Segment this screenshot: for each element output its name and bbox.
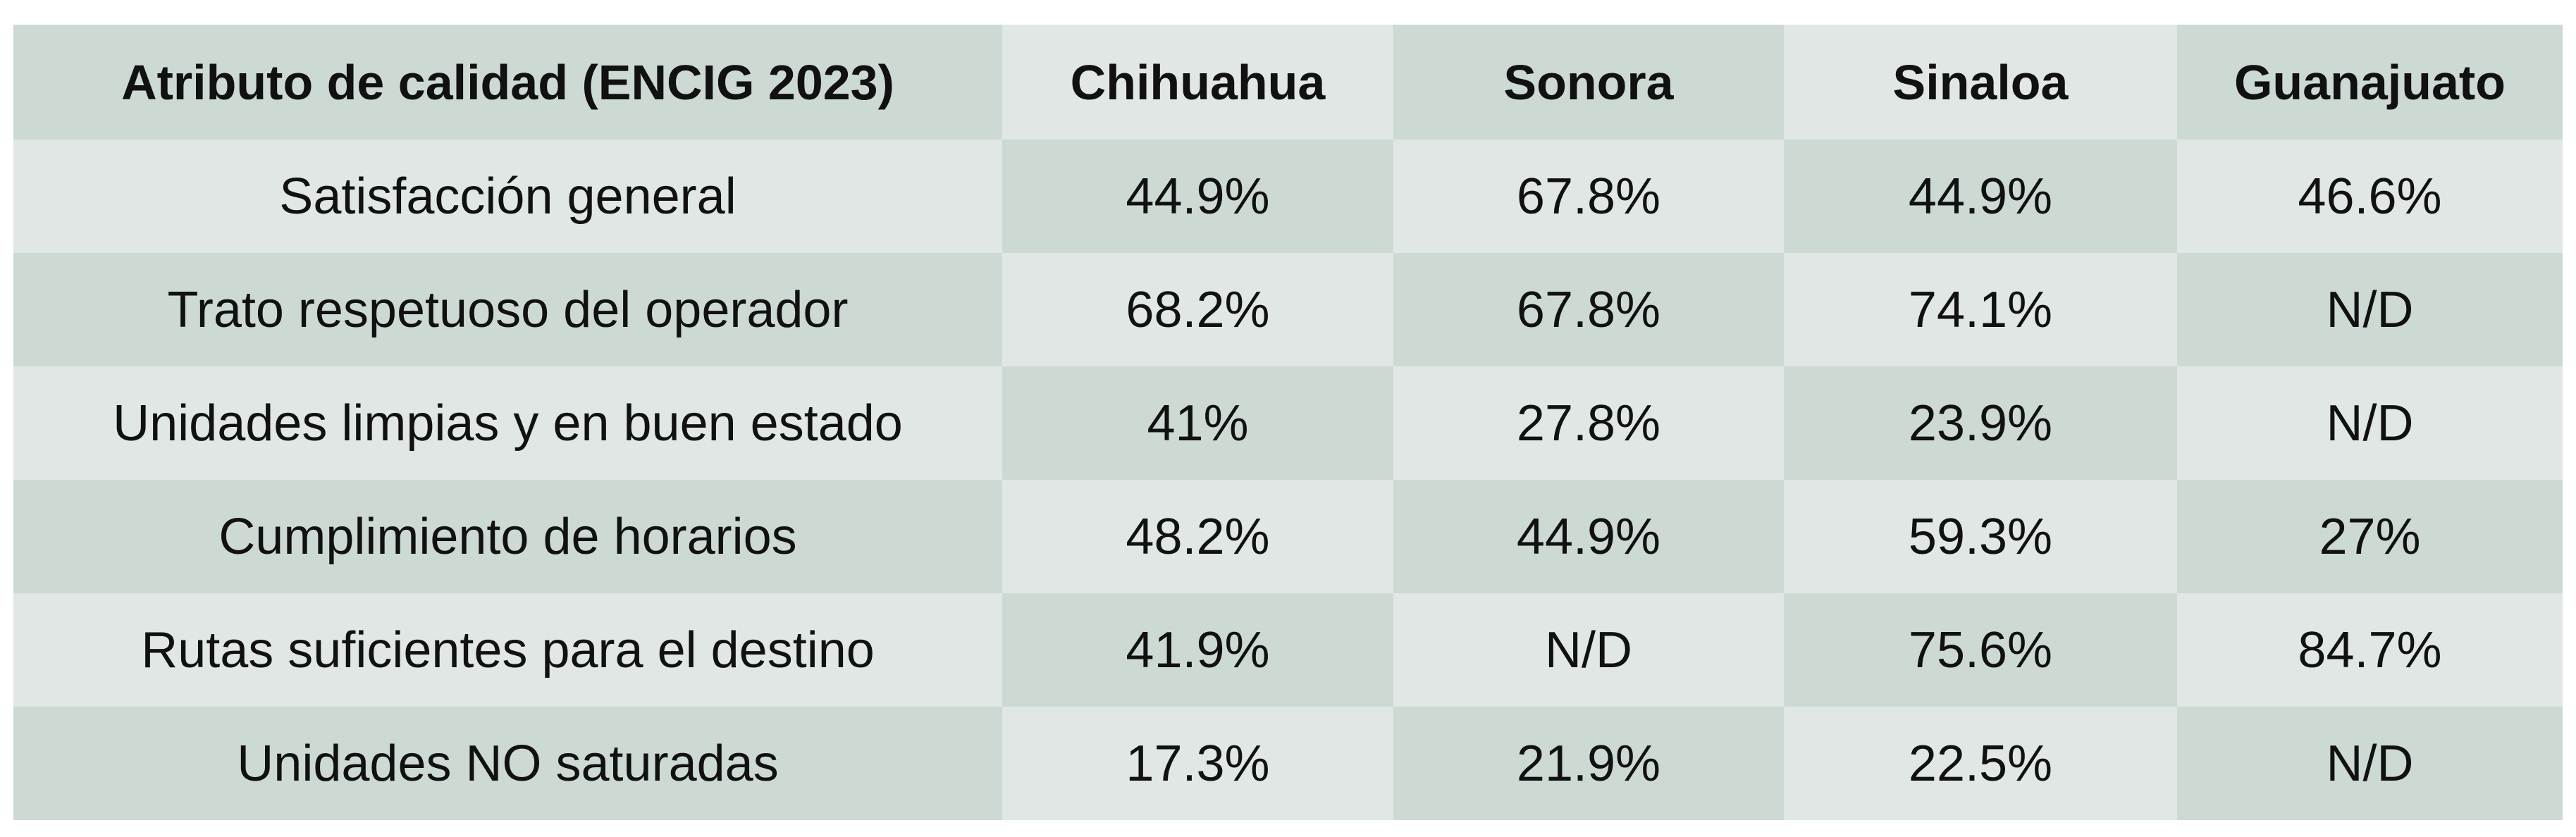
value-cell: 74.1%	[1784, 253, 2177, 366]
table-row: Trato respetuoso del operador 68.2% 67.8% 7…	[13, 253, 2563, 366]
value-cell: 67.8%	[1393, 140, 1784, 253]
header-cell: Atributo de calidad (ENCIG 2023)	[13, 25, 1002, 140]
value-cell: 22.5%	[1784, 707, 2177, 820]
value-cell: 75.6%	[1784, 593, 2177, 707]
table-row: Unidades limpias y en buen estado 41% 27.8…	[13, 366, 2563, 480]
value-cell: 21.9%	[1393, 707, 1784, 820]
quality-table: Atributo de calidad (ENCIG 2023) Chihuahu…	[13, 25, 2563, 820]
value-cell: 17.3%	[1002, 707, 1393, 820]
value-cell: N/D	[2177, 366, 2563, 480]
value-cell: N/D	[2177, 253, 2563, 366]
value-cell: 41.9%	[1002, 593, 1393, 707]
value-cell: 27.8%	[1393, 366, 1784, 480]
row-label: Trato respetuoso del operador	[13, 253, 1002, 366]
header-cell: Sinaloa	[1784, 25, 2177, 140]
table-row: Unidades NO saturadas 17.3% 21.9% 22.5% N/D	[13, 707, 2563, 820]
table-row: Satisfacción general 44.9% 67.8% 44.9% 46.6%	[13, 140, 2563, 253]
row-label: Cumplimiento de horarios	[13, 480, 1002, 593]
table-row: Rutas suficientes para el destino 41.9% N/…	[13, 593, 2563, 707]
table-body: Satisfacción general 44.9% 67.8% 44.9% 46.6%…	[13, 140, 2563, 820]
value-cell: N/D	[2177, 707, 2563, 820]
value-cell: 44.9%	[1002, 140, 1393, 253]
value-cell: 68.2%	[1002, 253, 1393, 366]
value-cell: 44.9%	[1784, 140, 2177, 253]
table-header: Atributo de calidad (ENCIG 2023) Chihuahu…	[13, 25, 2563, 140]
value-cell: 23.9%	[1784, 366, 2177, 480]
value-cell: 48.2%	[1002, 480, 1393, 593]
value-cell: 59.3%	[1784, 480, 2177, 593]
row-label: Satisfacción general	[13, 140, 1002, 253]
table-container: Atributo de calidad (ENCIG 2023) Chihuahu…	[13, 25, 2563, 820]
value-cell: 84.7%	[2177, 593, 2563, 707]
table-row: Cumplimiento de horarios 48.2% 44.9% 59.3% 2…	[13, 480, 2563, 593]
row-label: Unidades NO saturadas	[13, 707, 1002, 820]
header-cell: Guanajuato	[2177, 25, 2563, 140]
header-row: Atributo de calidad (ENCIG 2023) Chihuahu…	[13, 25, 2563, 140]
header-cell: Chihuahua	[1002, 25, 1393, 140]
header-cell: Sonora	[1393, 25, 1784, 140]
value-cell: N/D	[1393, 593, 1784, 707]
value-cell: 27%	[2177, 480, 2563, 593]
row-label: Unidades limpias y en buen estado	[13, 366, 1002, 480]
row-label: Rutas suficientes para el destino	[13, 593, 1002, 707]
value-cell: 46.6%	[2177, 140, 2563, 253]
value-cell: 41%	[1002, 366, 1393, 480]
value-cell: 67.8%	[1393, 253, 1784, 366]
value-cell: 44.9%	[1393, 480, 1784, 593]
